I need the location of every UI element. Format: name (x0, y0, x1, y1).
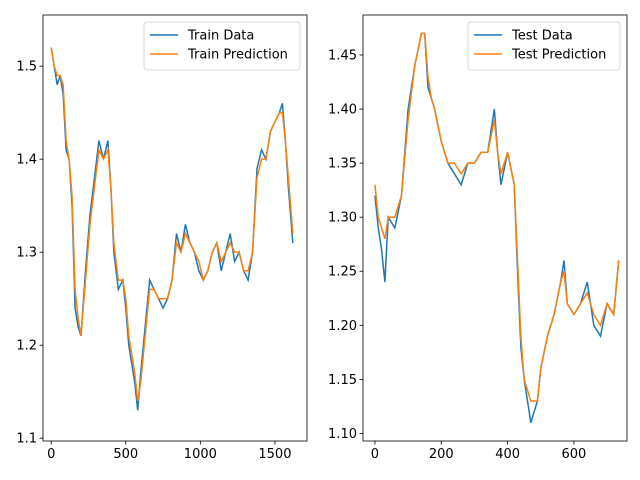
test-y-tick-label: 1.25 (328, 265, 357, 280)
test-y-tick-label: 1.40 (328, 103, 357, 118)
test-legend-label-prediction: Test Prediction (511, 48, 606, 63)
test-y-tick-label: 1.15 (328, 373, 357, 388)
test-y-tick-label: 1.10 (328, 427, 357, 442)
train-legend-label-prediction: Train Prediction (187, 48, 288, 63)
test-x-tick-label: 600 (562, 447, 587, 462)
test-y-tick-label: 1.30 (328, 211, 357, 226)
train-x-tick-label: 1500 (258, 447, 291, 462)
test-y-tick-label: 1.20 (328, 319, 357, 334)
train-x-tick-label: 500 (113, 447, 138, 462)
test-x-tick-label: 200 (429, 447, 454, 462)
test-series-line-prediction (374, 32, 620, 402)
train-x-tick-label: 1000 (184, 447, 217, 462)
train-y-tick-label: 1.3 (16, 246, 37, 261)
train-legend-box (143, 21, 301, 71)
test-y-tick-label: 1.35 (328, 157, 357, 172)
train-y-tick-label: 1.2 (16, 339, 37, 354)
test-legend: Test Data Test Prediction (467, 21, 621, 71)
train-x-tick-label: 0 (47, 447, 55, 462)
train-legend-label-data: Train Data (187, 29, 254, 44)
train-y-tick-label: 1.4 (16, 153, 37, 168)
train-y-tick-label: 1.5 (16, 60, 37, 75)
test-x-tick-label: 400 (495, 447, 520, 462)
train-legend: Train Data Train Prediction (143, 21, 301, 71)
train-y-tick-label: 1.1 (16, 432, 37, 447)
train-series-line-prediction (50, 47, 294, 402)
test-y-tick-label: 1.45 (328, 49, 357, 64)
test-axes-frame (362, 14, 628, 442)
train-axes-frame (42, 14, 308, 442)
test-legend-box (467, 21, 621, 71)
test-axes: 0 200 400 600 1.10 1.15 1.20 1.25 1.30 1.35 1.40 1.… (328, 14, 628, 462)
test-legend-label-data: Test Data (511, 29, 573, 44)
test-x-tick-label: 0 (371, 447, 379, 462)
